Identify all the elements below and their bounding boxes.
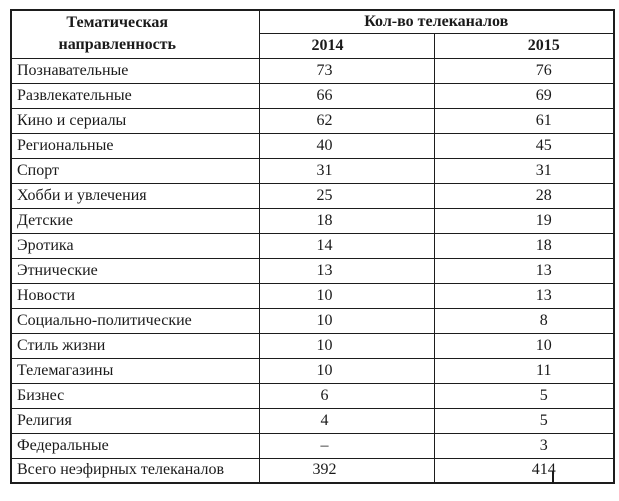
- header-channel-count-group: Кол-во телеканалов: [258, 9, 615, 34]
- table-row: Федеральные –3: [10, 432, 615, 459]
- row-label: Эротика: [10, 232, 260, 259]
- value-2015: 11: [433, 357, 615, 384]
- value-2015: 8: [433, 307, 615, 334]
- value-2015: 76: [433, 57, 615, 84]
- value-2015: 5: [433, 407, 615, 434]
- total-row: Всего неэфирных телеканалов 392 414: [10, 457, 615, 484]
- text-cursor: [552, 471, 554, 484]
- row-label: Хобби и увлечения: [10, 182, 260, 209]
- value-2015: 10: [433, 332, 615, 359]
- header-thematic-direction-label: Тематическая направленность: [58, 14, 177, 54]
- row-label: Детские: [10, 207, 260, 234]
- row-label: Всего неэфирных телеканалов: [10, 457, 260, 484]
- header-row-years: 2014 2015: [11, 32, 615, 59]
- row-label: Спорт: [10, 157, 260, 184]
- value-2014: 14: [258, 232, 435, 259]
- value-2015: 18: [433, 232, 615, 259]
- table-row: Хобби и увлечения 25 28: [10, 182, 615, 209]
- value-2014: 40: [258, 132, 435, 159]
- table-row: Телемагазины 10 11: [10, 357, 615, 384]
- row-label: Региональные: [10, 132, 260, 159]
- row-label: Социально-политические: [10, 307, 260, 334]
- row-label: Стиль жизни: [10, 332, 260, 359]
- row-label: Познавательные: [10, 57, 260, 84]
- value-2015: 13: [433, 257, 615, 284]
- value-2015: 45: [433, 132, 615, 159]
- value-2015: 61: [433, 107, 615, 134]
- table-row: Детские 18 19: [10, 207, 615, 234]
- row-label: Развлекательные: [10, 82, 260, 109]
- header-year-2015: 2015: [433, 32, 615, 59]
- value-2015: 13: [433, 282, 615, 309]
- row-label: Религия: [10, 407, 260, 434]
- table-body: Познавательные 73 76 Развлекательные 66 69 Кин…: [10, 57, 615, 484]
- row-label: Телемагазины: [10, 357, 260, 384]
- value-2014: 6: [258, 382, 435, 409]
- table-row: Новости 10 13: [10, 282, 615, 309]
- value-2015: 28: [433, 182, 615, 209]
- table-row: Региональные 40 45: [10, 132, 615, 159]
- table-row: Спорт 31 31: [10, 157, 615, 184]
- value-2014: 25: [258, 182, 435, 209]
- row-label: Бизнес: [10, 382, 260, 409]
- value-2015: 19: [433, 207, 615, 234]
- value-2014: 66: [258, 82, 435, 109]
- value-2015: 3: [433, 432, 615, 459]
- value-2015: 414: [433, 457, 615, 484]
- row-label: Новости: [10, 282, 260, 309]
- row-label: Кино и сериалы: [10, 107, 260, 134]
- value-2014: 10: [258, 307, 435, 334]
- value-2014: 18: [258, 207, 435, 234]
- table-row: Религия 4 5: [10, 407, 615, 434]
- value-2015: 5: [433, 382, 615, 409]
- table-row: Развлекательные 66 69: [10, 82, 615, 109]
- value-2014: 392: [258, 457, 435, 484]
- table-row: Этнические 13 13: [10, 257, 615, 284]
- table-row: Кино и сериалы 62 61: [10, 107, 615, 134]
- value-2014: –: [258, 432, 435, 459]
- row-label: Этнические: [10, 257, 260, 284]
- header-row-top: Тематическая направленность Кол-во телек…: [10, 9, 615, 59]
- value-2014: 73: [258, 57, 435, 84]
- header-year-2014: 2014: [258, 32, 435, 59]
- header-thematic-direction: Тематическая направленность: [10, 9, 260, 59]
- value-2014: 62: [258, 107, 435, 134]
- value-2014: 10: [258, 357, 435, 384]
- table-row: Познавательные 73 76: [10, 57, 615, 84]
- table-row: Бизнес 6 5: [10, 382, 615, 409]
- value-2014: 10: [258, 282, 435, 309]
- table-row: Стиль жизни 10 10: [10, 332, 615, 359]
- table-row: Эротика 14 18: [10, 232, 615, 259]
- row-label: Федеральные: [10, 432, 260, 459]
- tv-channels-by-theme-table: Тематическая направленность Кол-во телек…: [10, 9, 615, 484]
- table-row: Социально-политические 10 8: [10, 307, 615, 334]
- value-2015: 69: [433, 82, 615, 109]
- value-2014: 4: [258, 407, 435, 434]
- value-2014: 13: [258, 257, 435, 284]
- value-2014: 31: [258, 157, 435, 184]
- value-2014: 10: [258, 332, 435, 359]
- value-2015: 31: [433, 157, 615, 184]
